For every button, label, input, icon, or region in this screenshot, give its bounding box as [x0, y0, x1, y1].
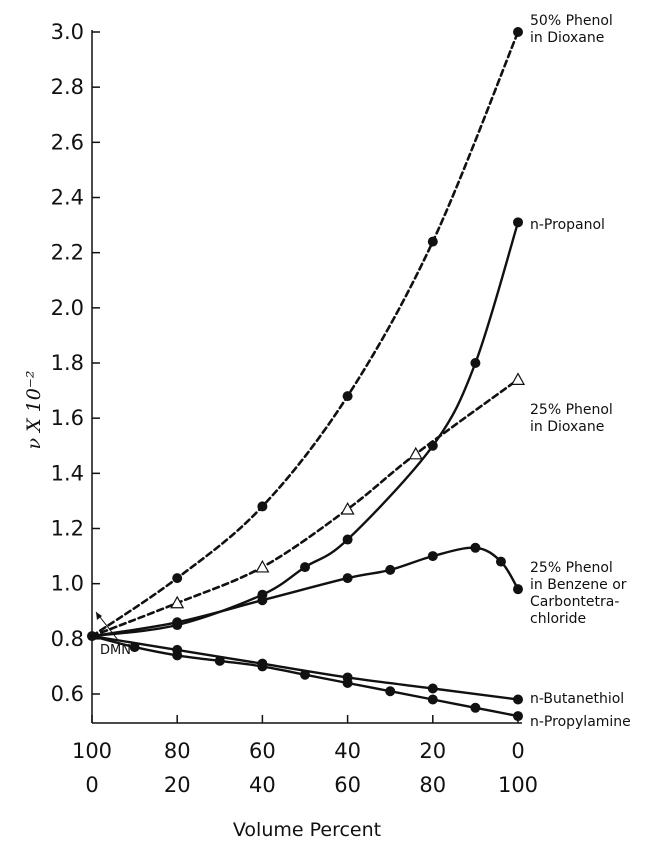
point-n-butanethiol: [513, 694, 523, 705]
series-line-25-phenol-in-dioxane: [90, 378, 520, 638]
series-labels: 50% Phenol in Dioxane n-Propanol 25% Phenol…: [530, 13, 631, 730]
y-tick-label: 0.6: [51, 682, 84, 706]
point-n-propylamine: [129, 642, 140, 653]
y-tick-label: 2.4: [51, 186, 84, 210]
point-25-phenol-in-benzene-or-carbontetrachloride: [385, 564, 396, 575]
series-label-50-phenol-in-dioxane: 50% Phenol in Dioxane: [530, 13, 613, 46]
point-25-phenol-in-benzene-or-carbontetrachloride: [495, 556, 506, 567]
x-tick-label-bottom: 0: [85, 773, 98, 797]
point-50-phenol-in-dioxane: [87, 631, 97, 642]
point-50-phenol-in-dioxane: [172, 573, 183, 584]
y-tick-label: 2.8: [51, 75, 84, 99]
point-n-propanol: [513, 217, 523, 228]
dmn-label: DMN: [100, 643, 131, 658]
x-tick-label-top: 20: [419, 739, 446, 763]
y-tick-label: 1.4: [51, 461, 84, 485]
point-n-propylamine: [257, 661, 268, 672]
x-tick-label-top: 60: [249, 739, 276, 763]
point-n-propylamine: [172, 650, 183, 661]
point-50-phenol-in-dioxane: [342, 391, 353, 402]
y-tick-label: 1.0: [51, 572, 84, 596]
point-n-propylamine: [342, 677, 353, 688]
point-50-phenol-in-dioxane: [257, 501, 268, 512]
point-n-propanol: [300, 562, 310, 573]
series-lines: [90, 30, 520, 718]
x-tick-label-bottom: 60: [334, 773, 361, 797]
y-tick-label: 3.0: [51, 20, 84, 44]
point-25-phenol-in-dioxane: [510, 372, 526, 385]
x-tick-label-bottom: 20: [164, 773, 191, 797]
x-tick-label-top: 0: [511, 739, 524, 763]
point-n-propylamine: [427, 694, 438, 705]
point-25-phenol-in-benzene-or-carbontetrachloride: [470, 542, 481, 553]
point-25-phenol-in-dioxane: [170, 595, 185, 609]
x-tick-label-top: 100: [72, 739, 112, 763]
x-tick-label-top: 80: [164, 739, 191, 763]
y-tick-label: 1.6: [51, 406, 84, 430]
x-tick-label-bottom: 100: [498, 773, 538, 797]
point-n-propylamine: [470, 702, 481, 713]
series-line-n-butanethiol: [90, 634, 520, 701]
axes: [91, 30, 522, 724]
point-50-phenol-in-dioxane: [427, 236, 438, 247]
series-label-n-butanethiol: n-Butanethiol: [530, 691, 624, 707]
point-n-propanol: [342, 534, 353, 545]
series-label-25-phenol-in-dioxane: 25% Phenol in Dioxane: [530, 402, 613, 435]
series-line-25-phenol-in-benzene-or-carbontetrachloride: [90, 546, 520, 638]
y-tick-label: 2.0: [51, 296, 84, 320]
y-tick-label: 1.2: [51, 517, 84, 541]
y-tick-label: 1.8: [51, 351, 84, 375]
point-25-phenol-in-benzene-or-carbontetrachloride: [427, 551, 438, 562]
x-tick-label-top: 40: [334, 739, 361, 763]
y-tick-label: 2.2: [51, 241, 84, 265]
series-label-n-propanol: n-Propanol: [530, 217, 605, 233]
dmn-annotation: DMN: [95, 611, 131, 658]
point-n-propanol: [470, 358, 481, 368]
point-25-phenol-in-benzene-or-carbontetrachloride: [342, 573, 353, 584]
y-tick-label: 2.6: [51, 130, 84, 154]
point-25-phenol-in-dioxane: [340, 501, 355, 515]
point-25-phenol-in-dioxane: [255, 559, 270, 573]
point-n-butanethiol: [427, 683, 438, 694]
y-ticks: 0.6 0.8 1.0 1.2 1.4 1.6 1.8 2.0 2.2 2.4 2.6 2.8 3.0: [51, 20, 100, 706]
y-axis-label: ν X 10⁻²: [23, 371, 45, 450]
x-tick-label-bottom: 40: [249, 773, 276, 797]
point-25-phenol-in-dioxane: [408, 446, 423, 460]
point-25-phenol-in-benzene-or-carbontetrachloride: [513, 584, 523, 595]
point-n-propanol: [427, 440, 438, 451]
series-markers: [87, 27, 526, 722]
series-label-n-propylamine: n-Propylamine: [530, 714, 631, 730]
point-25-phenol-in-benzene-or-carbontetrachloride: [172, 617, 183, 628]
point-n-propylamine: [513, 711, 523, 722]
series-label-25-phenol-in-benzene-or-carbontetrachloride: 25% Phenol in Benzene or Carbontetra-chlor…: [530, 560, 627, 627]
series-line-n-propanol: [90, 221, 520, 638]
point-n-propylamine: [214, 655, 225, 666]
dmn-arrow-head: [96, 612, 102, 620]
x-tick-label-bottom: 80: [419, 773, 446, 797]
y-tick-label: 0.8: [51, 627, 84, 651]
point-50-phenol-in-dioxane: [513, 27, 523, 37]
x-axis-label: Volume Percent: [233, 819, 381, 841]
point-n-propylamine: [300, 669, 310, 680]
x-ticks: 100 0 80 20 60 40 40 60 20 80 0 100: [72, 715, 538, 797]
series-line-50-phenol-in-dioxane: [90, 30, 520, 638]
point-25-phenol-in-benzene-or-carbontetrachloride: [257, 595, 268, 606]
point-n-propylamine: [385, 686, 396, 697]
